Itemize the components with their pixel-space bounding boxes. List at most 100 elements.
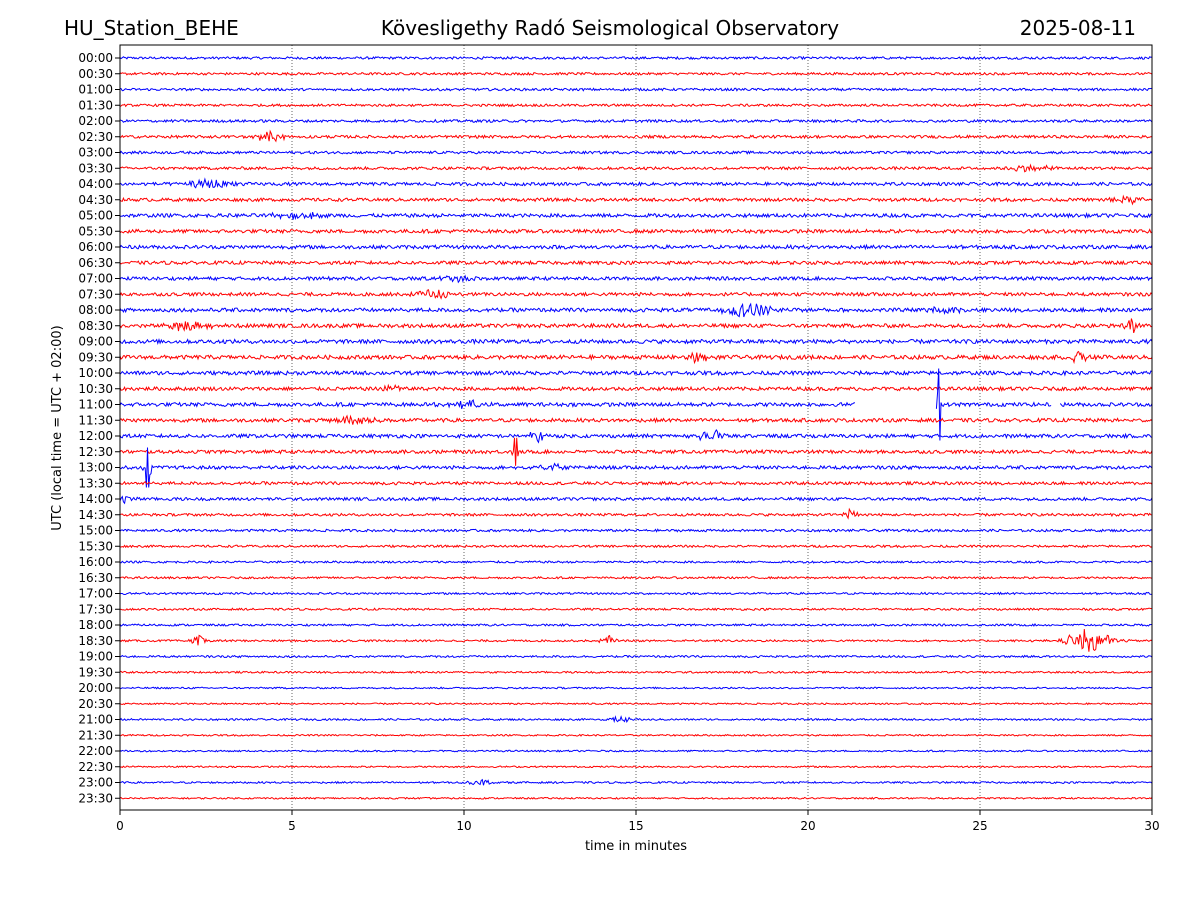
y-tick-label: 22:00 [78,744,113,758]
trace-1430 [119,507,1153,520]
trace-1330 [119,480,1153,486]
x-axis-label: time in minutes [585,839,687,854]
trace-1000 [119,369,1153,377]
trace-0430 [119,194,1153,206]
trace-0630 [119,259,1153,266]
trace-0730 [119,289,1153,300]
trace-1200 [119,429,1153,444]
trace-2000 [119,686,1153,690]
trace-1630 [119,575,1153,580]
y-tick-label: 02:30 [78,130,113,144]
y-tick-label: 05:00 [78,209,113,223]
trace-1230 [119,437,1153,466]
station-name: HU_Station_BEHE [64,16,239,40]
y-tick-label: 06:30 [78,256,113,270]
trace-1400 [119,495,1153,505]
x-tick-label: 15 [628,819,643,833]
seismic-traces [119,55,1153,800]
y-tick-label: 14:00 [78,492,113,506]
trace-1100 [119,368,1153,441]
trace-1600 [119,560,1153,564]
trace-0830 [119,318,1153,334]
trace-0130 [119,103,1153,108]
y-tick-label: 10:00 [78,366,113,380]
trace-2230 [119,765,1153,769]
y-tick-label: 17:30 [78,602,113,616]
y-tick-label: 23:30 [78,791,113,805]
y-tick-label: 20:30 [78,697,113,711]
y-tick-label: 07:30 [78,287,113,301]
y-tick-label: 15:00 [78,524,113,538]
y-tick-label: 01:30 [78,98,113,112]
trace-0200 [119,118,1153,124]
y-tick-label: 06:00 [78,240,113,254]
y-tick-label: 08:30 [78,319,113,333]
y-tick-label: 10:30 [78,382,113,396]
y-tick-label: 11:00 [78,398,113,412]
trace-1830 [119,628,1153,652]
y-tick-label: 03:00 [78,146,113,160]
trace-2130 [119,733,1153,737]
trace-0330 [119,163,1153,173]
y-tick-label: 16:30 [78,571,113,585]
trace-2300 [120,778,1153,786]
trace-1700 [119,591,1153,596]
y-tick-label: 13:30 [78,476,113,490]
trace-1530 [119,544,1153,549]
x-tick-label: 25 [972,819,987,833]
y-axis-label: UTC (local time = UTC + 02:00) [50,325,65,530]
trace-0800 [119,302,1153,318]
trace-1130 [119,414,1153,426]
y-tick-label: 12:00 [78,429,113,443]
y-tick-label: 05:30 [78,224,113,238]
y-tick-label: 14:30 [78,508,113,522]
y-tick-label: 09:00 [78,335,113,349]
x-tick-label: 10 [456,819,471,833]
y-tick-label: 09:30 [78,350,113,364]
trace-1900 [119,654,1153,659]
trace-2100 [119,715,1153,724]
trace-0000 [119,55,1153,61]
y-tick-label: 15:30 [78,539,113,553]
trace-0030 [119,71,1153,76]
y-tick-label: 04:30 [78,193,113,207]
x-tick-label: 30 [1144,819,1159,833]
y-tick-label: 01:00 [78,83,113,97]
y-tick-label: 17:00 [78,587,113,601]
x-axis-ticks: 0 5 10 15 20 25 30 [116,810,1160,833]
trace-0900 [119,337,1153,346]
trace-0100 [119,87,1153,92]
trace-1030 [119,383,1153,393]
y-tick-label: 13:00 [78,461,113,475]
x-tick-label: 5 [288,819,296,833]
y-tick-label: 02:00 [78,114,113,128]
y-tick-label: 22:30 [78,760,113,774]
y-tick-label: 00:30 [78,67,113,81]
y-tick-label: 21:30 [78,728,113,742]
y-tick-label: 19:00 [78,650,113,664]
y-tick-label: 23:00 [78,776,113,790]
y-tick-label: 20:00 [78,681,113,695]
trace-1300 [119,447,1153,488]
plot-frame [119,44,1153,811]
y-tick-label: 11:30 [78,413,113,427]
chart-title: Kövesligethy Radó Seismological Observat… [381,16,839,40]
trace-2330 [119,796,1153,800]
y-tick-label: 16:00 [78,555,113,569]
y-tick-label: 00:00 [78,51,113,65]
trace-1730 [119,607,1153,612]
y-tick-label: 03:30 [78,161,113,175]
trace-0300 [119,150,1153,155]
y-tick-label: 08:00 [78,303,113,317]
trace-0400 [119,177,1153,189]
trace-0230 [120,129,1153,143]
trace-2200 [119,749,1153,753]
trace-0700 [119,274,1153,284]
chart-date: 2025-08-11 [1020,16,1136,40]
trace-0930 [119,350,1153,365]
trace-0500 [119,211,1153,221]
trace-1930 [120,670,1152,674]
